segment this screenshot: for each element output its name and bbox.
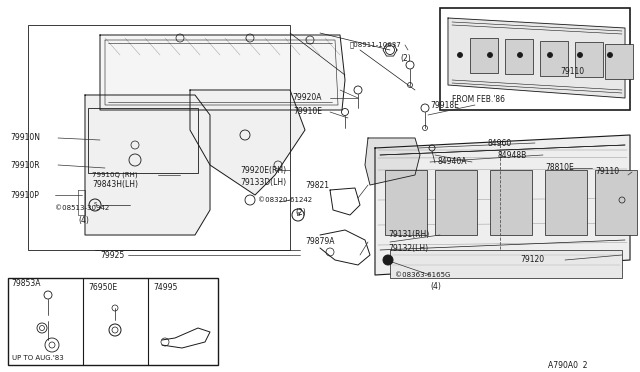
Bar: [540, 41, 568, 76]
Text: 79110: 79110: [560, 67, 584, 77]
Text: ©08513-30942: ©08513-30942: [55, 205, 109, 211]
Text: 74995: 74995: [153, 283, 177, 292]
Polygon shape: [375, 135, 630, 275]
Bar: [545, 170, 587, 235]
Circle shape: [577, 52, 582, 58]
Text: 79910R: 79910R: [10, 160, 40, 170]
Text: 79133D(LH): 79133D(LH): [240, 177, 286, 186]
Circle shape: [383, 255, 393, 265]
Text: S: S: [296, 212, 300, 218]
Text: 79920A: 79920A: [292, 93, 321, 103]
Text: ©08320-61242: ©08320-61242: [258, 197, 312, 203]
Text: ⓝ08911-10637: ⓝ08911-10637: [350, 42, 402, 48]
Text: 79843H(LH): 79843H(LH): [92, 180, 138, 189]
Bar: [385, 170, 427, 235]
Text: 79920E(RH): 79920E(RH): [240, 166, 286, 174]
Polygon shape: [100, 35, 345, 110]
Bar: [575, 42, 603, 77]
Text: 79110: 79110: [595, 167, 619, 176]
Circle shape: [488, 52, 493, 58]
Polygon shape: [85, 95, 210, 235]
Bar: [390, 250, 622, 278]
Bar: [435, 170, 477, 235]
Text: 79132(LH): 79132(LH): [388, 244, 428, 253]
Bar: [505, 39, 533, 74]
Text: S: S: [93, 202, 97, 208]
Text: 79910N: 79910N: [10, 134, 40, 142]
Text: 79120: 79120: [520, 256, 544, 264]
Text: 79853A: 79853A: [11, 279, 40, 289]
Text: (4): (4): [78, 215, 89, 224]
Text: 79910Q (RH): 79910Q (RH): [92, 172, 138, 178]
Circle shape: [547, 52, 552, 58]
Text: 76950E: 76950E: [88, 283, 117, 292]
Bar: [88, 108, 198, 173]
Text: ©08363-6165G: ©08363-6165G: [395, 272, 451, 278]
Circle shape: [458, 52, 463, 58]
Bar: [440, 8, 630, 110]
Text: 84948B: 84948B: [498, 151, 527, 160]
Text: (2): (2): [400, 54, 411, 62]
Text: 79918E: 79918E: [430, 100, 459, 109]
Text: 79879A: 79879A: [305, 237, 335, 247]
Bar: [28, 25, 290, 250]
Text: 79925: 79925: [100, 250, 124, 260]
Text: 79910E: 79910E: [293, 108, 322, 116]
Text: UP TO AUG.'83: UP TO AUG.'83: [12, 355, 64, 361]
Text: 79910P: 79910P: [10, 190, 39, 199]
Text: A790A0  2: A790A0 2: [548, 360, 588, 369]
Bar: [470, 38, 498, 73]
Text: 78810E: 78810E: [545, 164, 573, 173]
Text: 79131(RH): 79131(RH): [388, 231, 429, 240]
Text: 79821: 79821: [305, 180, 329, 189]
Bar: [595, 170, 637, 235]
Polygon shape: [448, 18, 625, 98]
Bar: [490, 170, 532, 235]
Text: (4): (4): [430, 282, 441, 292]
Bar: [605, 44, 633, 79]
Bar: [8, 278, 218, 365]
Circle shape: [518, 52, 522, 58]
Polygon shape: [365, 138, 420, 185]
Text: 84940A: 84940A: [437, 157, 467, 167]
Polygon shape: [190, 90, 305, 195]
Text: S: S: [387, 257, 390, 263]
Circle shape: [607, 52, 612, 58]
Text: FROM FEB.'86: FROM FEB.'86: [452, 96, 505, 105]
Text: (2): (2): [295, 208, 306, 218]
Text: 84960: 84960: [488, 138, 512, 148]
